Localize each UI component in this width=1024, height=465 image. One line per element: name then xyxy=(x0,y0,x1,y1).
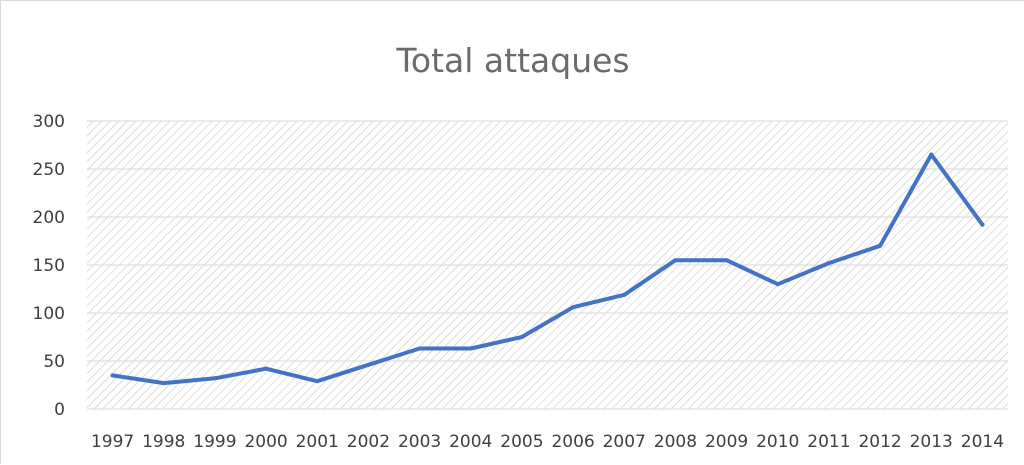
x-tick-label: 2004 xyxy=(449,432,492,452)
data-points xyxy=(110,152,985,386)
x-tick-label: 2007 xyxy=(603,432,646,452)
data-point xyxy=(264,366,269,371)
data-point xyxy=(724,258,729,263)
data-point xyxy=(929,152,934,157)
data-point xyxy=(673,258,678,263)
data-point xyxy=(519,335,524,339)
data-point xyxy=(468,346,473,351)
x-axis-ticks: 1997 1998 1999 2000 2001 2002 2003 2004 2005 2006… xyxy=(91,432,1004,452)
x-tick-label: 2000 xyxy=(244,432,287,452)
data-point xyxy=(826,261,831,266)
data-point xyxy=(878,243,883,248)
data-point xyxy=(417,346,422,351)
x-tick-label: 2009 xyxy=(705,432,748,452)
x-tick-label: 2005 xyxy=(500,432,543,452)
data-point xyxy=(775,282,780,287)
data-point xyxy=(980,222,985,227)
series-line xyxy=(110,152,985,386)
x-tick-label: 2014 xyxy=(961,432,1004,452)
x-tick-label: 2001 xyxy=(296,432,339,452)
y-tick-label: 50 xyxy=(43,352,65,372)
y-tick-label: 0 xyxy=(54,400,65,420)
y-tick-label: 150 xyxy=(33,256,65,276)
x-tick-label: 2008 xyxy=(654,432,697,452)
y-tick-label: 200 xyxy=(33,208,65,228)
data-point xyxy=(110,373,115,378)
y-tick-label: 250 xyxy=(33,160,65,180)
x-tick-label: 2012 xyxy=(858,432,901,452)
x-tick-label: 2013 xyxy=(910,432,953,452)
y-tick-label: 300 xyxy=(33,112,65,132)
x-tick-label: 2010 xyxy=(756,432,799,452)
data-point xyxy=(315,379,320,384)
x-tick-label: 1997 xyxy=(91,432,134,452)
x-tick-label: 2011 xyxy=(807,432,850,452)
x-tick-label: 2002 xyxy=(347,432,390,452)
x-tick-label: 2003 xyxy=(398,432,441,452)
data-point xyxy=(212,376,217,381)
data-point xyxy=(161,381,166,386)
chart-title: Total attaques xyxy=(396,41,630,80)
data-point xyxy=(571,305,576,310)
y-axis-ticks: 0 50 100 150 200 250 300 xyxy=(33,112,65,420)
x-tick-label: 1999 xyxy=(193,432,236,452)
y-tick-label: 100 xyxy=(33,304,65,324)
x-tick-label: 1998 xyxy=(142,432,185,452)
x-tick-label: 2006 xyxy=(551,432,594,452)
data-point xyxy=(366,362,371,367)
gridlines xyxy=(87,120,1008,410)
data-point xyxy=(622,292,627,297)
